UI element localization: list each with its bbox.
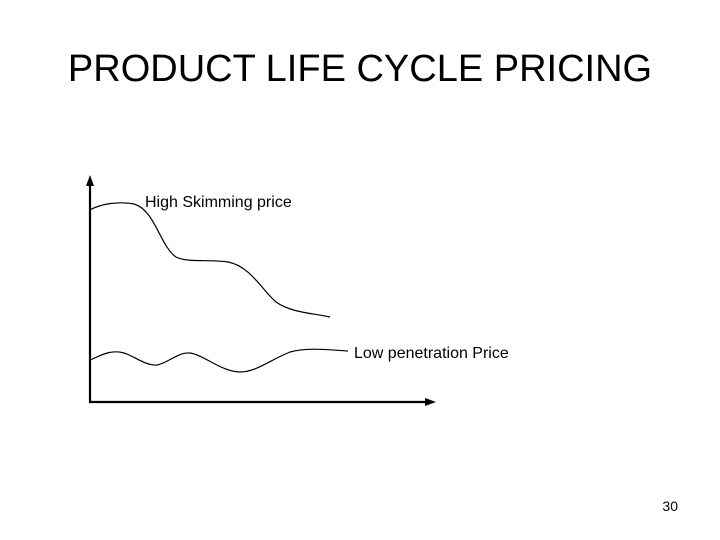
low-penetration-price-label: Low penetration Price xyxy=(354,345,509,362)
y-axis-arrowhead xyxy=(86,175,94,186)
page-number: 30 xyxy=(662,498,678,514)
high-skimming-price-label: High Skimming price xyxy=(145,194,292,211)
high-skimming-price-curve xyxy=(89,202,331,318)
slide-title: PRODUCT LIFE CYCLE PRICING xyxy=(67,48,653,90)
x-axis-arrowhead xyxy=(425,398,436,406)
low-penetration-price-curve xyxy=(89,348,349,373)
